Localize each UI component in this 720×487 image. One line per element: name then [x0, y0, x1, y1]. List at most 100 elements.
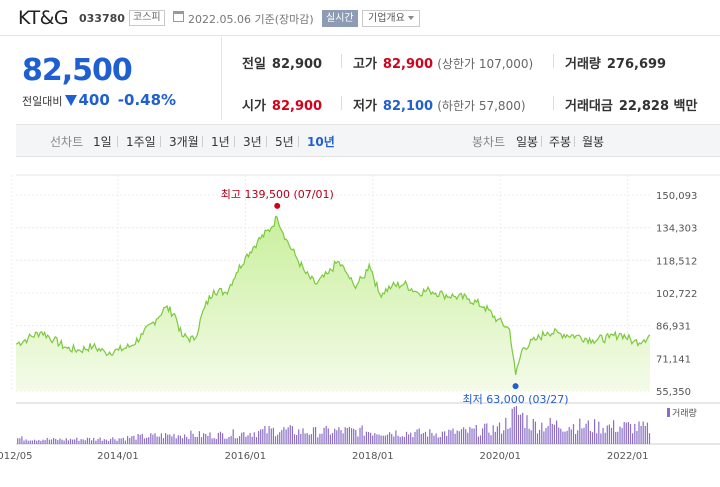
volume-bar — [386, 434, 389, 444]
volume-bar — [247, 435, 249, 444]
volume-label: 거래량 — [565, 57, 601, 72]
divider — [574, 136, 575, 147]
volume-bar — [613, 420, 615, 444]
volume-bar — [141, 433, 143, 444]
upper-limit: (상한가 107,000) — [437, 57, 534, 71]
volume-bar — [568, 427, 570, 444]
volume-bar — [610, 427, 613, 444]
volume-bar — [312, 427, 315, 444]
volume-bar — [636, 430, 638, 444]
volume-bar — [148, 437, 150, 444]
volume-bar — [615, 432, 617, 444]
volume-bar — [255, 437, 258, 444]
period-5y[interactable]: 5년 — [275, 135, 294, 149]
change-percent: -0.48% — [117, 91, 177, 109]
volume-bar — [511, 408, 513, 444]
volume-bar — [152, 434, 154, 444]
volume-legend-label: 거래량 — [672, 409, 697, 419]
volume-bar — [42, 439, 44, 444]
volume-bar — [395, 430, 397, 444]
volume-bar — [575, 434, 577, 444]
volume-bar — [260, 429, 262, 444]
x-tick-label: 2022/01 — [607, 451, 649, 462]
stock-header: KT&G 033780 코스피 2022.05.06 기준(장마감) 실시간 기… — [0, 0, 720, 36]
period-10y[interactable]: 10년 — [307, 135, 335, 149]
volume-bar — [179, 435, 181, 444]
volume-bar — [171, 436, 173, 444]
volume-bar — [76, 437, 78, 444]
volume-bar — [359, 427, 361, 444]
volume-bar — [82, 439, 84, 444]
x-tick-label: 2014/01 — [97, 451, 139, 462]
volume-bar — [264, 425, 266, 444]
volume-bar — [598, 421, 600, 444]
period-3y[interactable]: 3년 — [243, 135, 262, 149]
change-row: 전일대비 400 -0.48% — [22, 91, 176, 109]
volume-bar — [146, 437, 148, 444]
volume-bar — [241, 432, 243, 444]
volume-bar — [399, 437, 401, 444]
volume-bar — [583, 427, 585, 444]
volume-bar — [382, 435, 384, 444]
divider — [202, 136, 203, 147]
period-1d[interactable]: 1일 — [93, 135, 112, 149]
x-tick-label: 2012/05 — [0, 451, 33, 462]
volume-bar — [308, 434, 310, 444]
volume-bar — [107, 441, 110, 444]
company-overview-button[interactable]: 기업개요 — [362, 10, 420, 27]
volume-bar — [416, 429, 418, 444]
volume-bar — [562, 431, 564, 444]
y-tick-label: 102,722 — [656, 289, 697, 300]
volume-bar — [84, 440, 86, 444]
volume-bar — [420, 434, 422, 444]
volume-bar — [344, 427, 346, 444]
volume-bar — [226, 438, 228, 444]
volume-bar — [446, 435, 448, 444]
volume-bar — [437, 437, 439, 444]
volume-bar — [29, 440, 31, 444]
volume-bar — [644, 425, 646, 444]
volume-bar — [532, 419, 534, 444]
volume-bar — [515, 406, 517, 444]
open-value: 82,900 — [271, 99, 323, 114]
volume-bar — [86, 437, 88, 444]
volume-bar — [55, 438, 57, 444]
volume-bar — [304, 433, 306, 444]
amount-label: 거래대금 — [565, 99, 613, 114]
volume-bar — [154, 433, 156, 444]
volume-bar — [245, 436, 247, 444]
volume-bar — [547, 426, 549, 444]
candle-chart-label: 봉차트 — [472, 135, 506, 149]
volume-bar — [560, 428, 562, 444]
volume-bar — [596, 433, 598, 444]
candle-weekly[interactable]: 주봉 — [549, 135, 572, 149]
period-3m[interactable]: 3개월 — [169, 135, 199, 149]
volume-bar — [572, 424, 575, 444]
volume-bar — [93, 437, 95, 444]
y-tick-label: 55,350 — [656, 387, 691, 398]
volume-bar — [72, 439, 74, 444]
volume-bar — [384, 435, 386, 444]
volume-bar — [357, 436, 359, 444]
candle-monthly[interactable]: 월봉 — [582, 135, 605, 149]
volume-bar — [173, 433, 175, 444]
volume-bar — [401, 436, 403, 444]
volume-bar — [234, 438, 236, 444]
volume-bar — [486, 423, 488, 444]
volume-bar — [319, 433, 321, 444]
candle-daily[interactable]: 일봉 — [516, 135, 539, 149]
period-1w[interactable]: 1주일 — [126, 135, 156, 149]
volume-bar — [617, 431, 619, 444]
volume-bar — [458, 431, 460, 444]
volume-bar — [217, 432, 219, 444]
volume-bar — [36, 440, 38, 444]
volume-bar — [456, 430, 458, 444]
period-1y[interactable]: 1년 — [211, 135, 230, 149]
change-amount: 400 — [78, 91, 110, 109]
volume-bar — [553, 424, 555, 444]
volume-bar — [372, 435, 374, 444]
volume-bar — [17, 438, 19, 444]
realtime-button[interactable]: 실시간 — [322, 10, 358, 27]
volume-bar — [325, 425, 327, 444]
